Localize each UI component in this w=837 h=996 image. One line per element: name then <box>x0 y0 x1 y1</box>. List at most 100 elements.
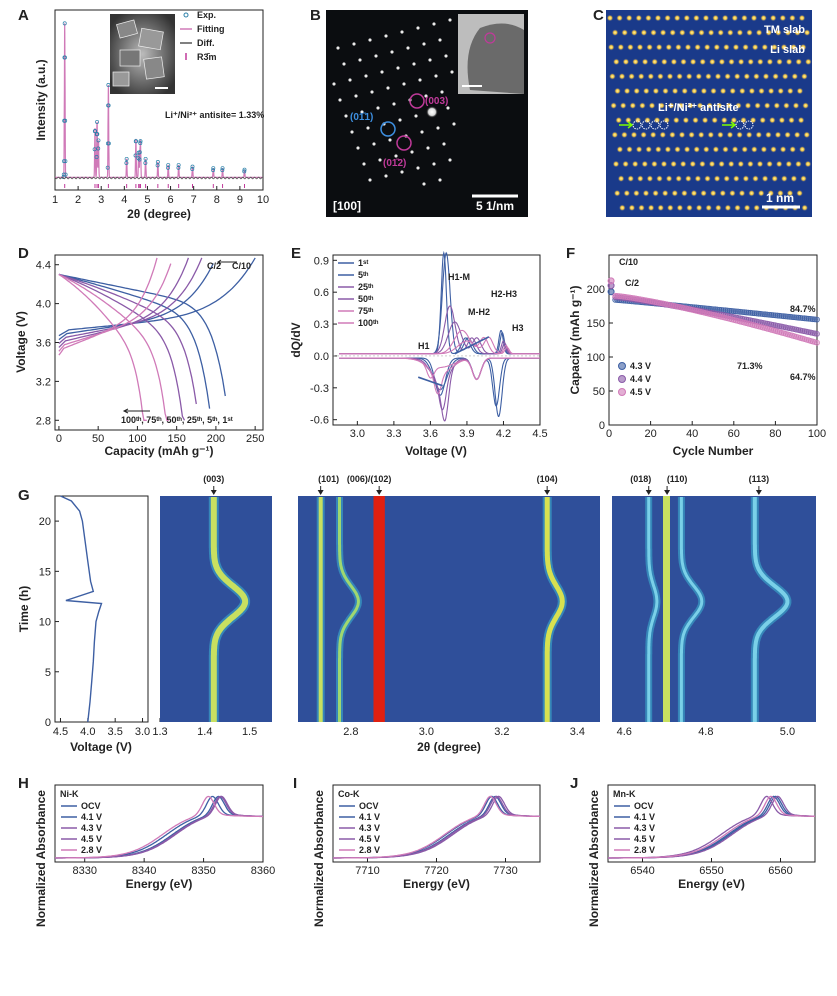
atom-column <box>619 102 627 109</box>
atom-column <box>635 146 643 153</box>
capacity-point <box>757 310 764 317</box>
atom-column <box>660 160 668 168</box>
exp-point <box>62 55 67 60</box>
atom-column <box>678 131 686 139</box>
panel-g-xlabel: 2θ (degree) <box>417 740 481 754</box>
atom-column <box>735 102 742 109</box>
atom-column <box>621 29 629 36</box>
panel-e-curves <box>333 250 540 422</box>
reduction-curve <box>339 357 540 381</box>
atom-column <box>708 58 716 66</box>
atom-column <box>774 131 782 139</box>
panel-g-voltage-frame <box>54 495 149 723</box>
xas-edge-label: Mn-K <box>613 789 636 799</box>
atom-column <box>650 29 657 36</box>
capacity-point <box>795 314 802 321</box>
panel-e-ylabel: dQ/dV <box>289 322 303 357</box>
xtick-label: 5.0 <box>780 726 795 738</box>
spot-012-circle <box>396 135 412 151</box>
atom-column <box>680 58 687 66</box>
atom-column <box>736 131 743 139</box>
atom-column <box>609 73 616 80</box>
atom-column <box>702 14 710 22</box>
panel-letter-e: E <box>291 245 301 262</box>
panel-a-pattern <box>54 21 264 188</box>
diffraction-spot <box>387 137 393 143</box>
ytick-label: 150 <box>587 318 605 330</box>
atom-column <box>697 131 705 139</box>
heatmap-reflection-traces <box>208 496 792 722</box>
diffraction-spot <box>401 81 407 87</box>
diffraction-spot <box>441 141 447 147</box>
capacity-point <box>647 298 654 305</box>
atom-column <box>662 87 669 95</box>
atom-column <box>762 73 770 80</box>
capacity-point <box>772 312 779 319</box>
atom-column <box>647 73 655 80</box>
atom-column <box>674 146 681 153</box>
xtick-label: 1 <box>52 194 58 206</box>
atom-column <box>803 131 811 139</box>
atom-column <box>625 14 633 22</box>
legend-label: 5ᵗʰ <box>358 270 369 280</box>
panel-e-legend: 1ˢᵗ 5ᵗʰ 25ᵗʰ 50ᵗʰ 75ᵗʰ 100ᵗʰ <box>338 258 379 328</box>
atom-column <box>689 58 697 66</box>
xtick-label: 8 <box>214 194 220 206</box>
atom-column <box>792 102 800 109</box>
xtick-label: 7 <box>191 194 197 206</box>
atom-column <box>700 189 707 197</box>
xas-curve <box>55 795 263 859</box>
atom-column <box>656 175 663 183</box>
atom-column <box>720 116 728 124</box>
panel-g-voltage-curve <box>60 495 103 723</box>
atom-column <box>752 175 759 183</box>
atom-column <box>747 58 755 66</box>
diffraction-spot <box>363 73 369 79</box>
atom-column <box>663 116 671 124</box>
atom-column <box>729 189 736 197</box>
atom-column <box>718 58 726 66</box>
atom-column <box>755 29 763 36</box>
panel-f-points <box>607 277 820 346</box>
atom-column <box>712 14 719 22</box>
xtick-label: 4.2 <box>496 428 511 440</box>
atom-column <box>740 116 747 124</box>
capacity-point <box>809 316 816 323</box>
exp-point <box>63 159 68 164</box>
xas-panels: 8330 8340 8350 8360 Energy (eV) Normalized Ab… <box>34 784 816 927</box>
legend-label: Fitting <box>197 24 225 34</box>
peak-h2-h3: H2-H3 <box>491 289 517 299</box>
ytick-label: 2.8 <box>36 415 51 427</box>
atom-column <box>796 189 803 197</box>
capacity-point <box>641 297 648 303</box>
atom-column <box>713 175 721 183</box>
atom-column <box>731 146 739 153</box>
capacity-point <box>787 313 793 320</box>
ytick-label: 0.3 <box>314 319 329 331</box>
atom-column <box>607 43 615 51</box>
exp-point <box>176 165 181 170</box>
exp-point <box>63 172 68 177</box>
reflection-arrowhead <box>376 490 383 495</box>
legend-label: 75ᵗʰ <box>358 306 374 316</box>
atom-column <box>633 87 641 95</box>
diffraction-spot <box>343 113 349 119</box>
capacity-point <box>616 293 623 300</box>
panel-h: 8330 8340 8350 8360 Energy (eV) Normalized Ab… <box>34 784 275 927</box>
atom-column <box>687 102 694 109</box>
atom-column <box>742 43 749 51</box>
diffraction-spot <box>373 53 379 59</box>
capacity-point <box>651 299 658 305</box>
atom-column <box>761 175 769 183</box>
capacity-point <box>633 295 639 302</box>
atom-column <box>784 29 792 36</box>
atom-column <box>726 29 734 36</box>
diffraction-spot <box>353 93 359 99</box>
exp-point <box>63 118 68 123</box>
panel-letter-d: D <box>18 245 29 262</box>
atom-column <box>688 29 696 36</box>
xtick-label: 10 <box>257 194 269 206</box>
capacity-point <box>814 330 820 337</box>
atom-column <box>693 14 700 22</box>
